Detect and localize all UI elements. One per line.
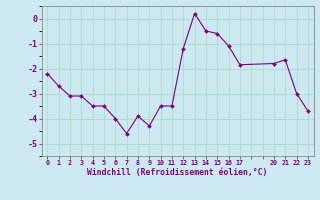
X-axis label: Windchill (Refroidissement éolien,°C): Windchill (Refroidissement éolien,°C) [87,168,268,177]
